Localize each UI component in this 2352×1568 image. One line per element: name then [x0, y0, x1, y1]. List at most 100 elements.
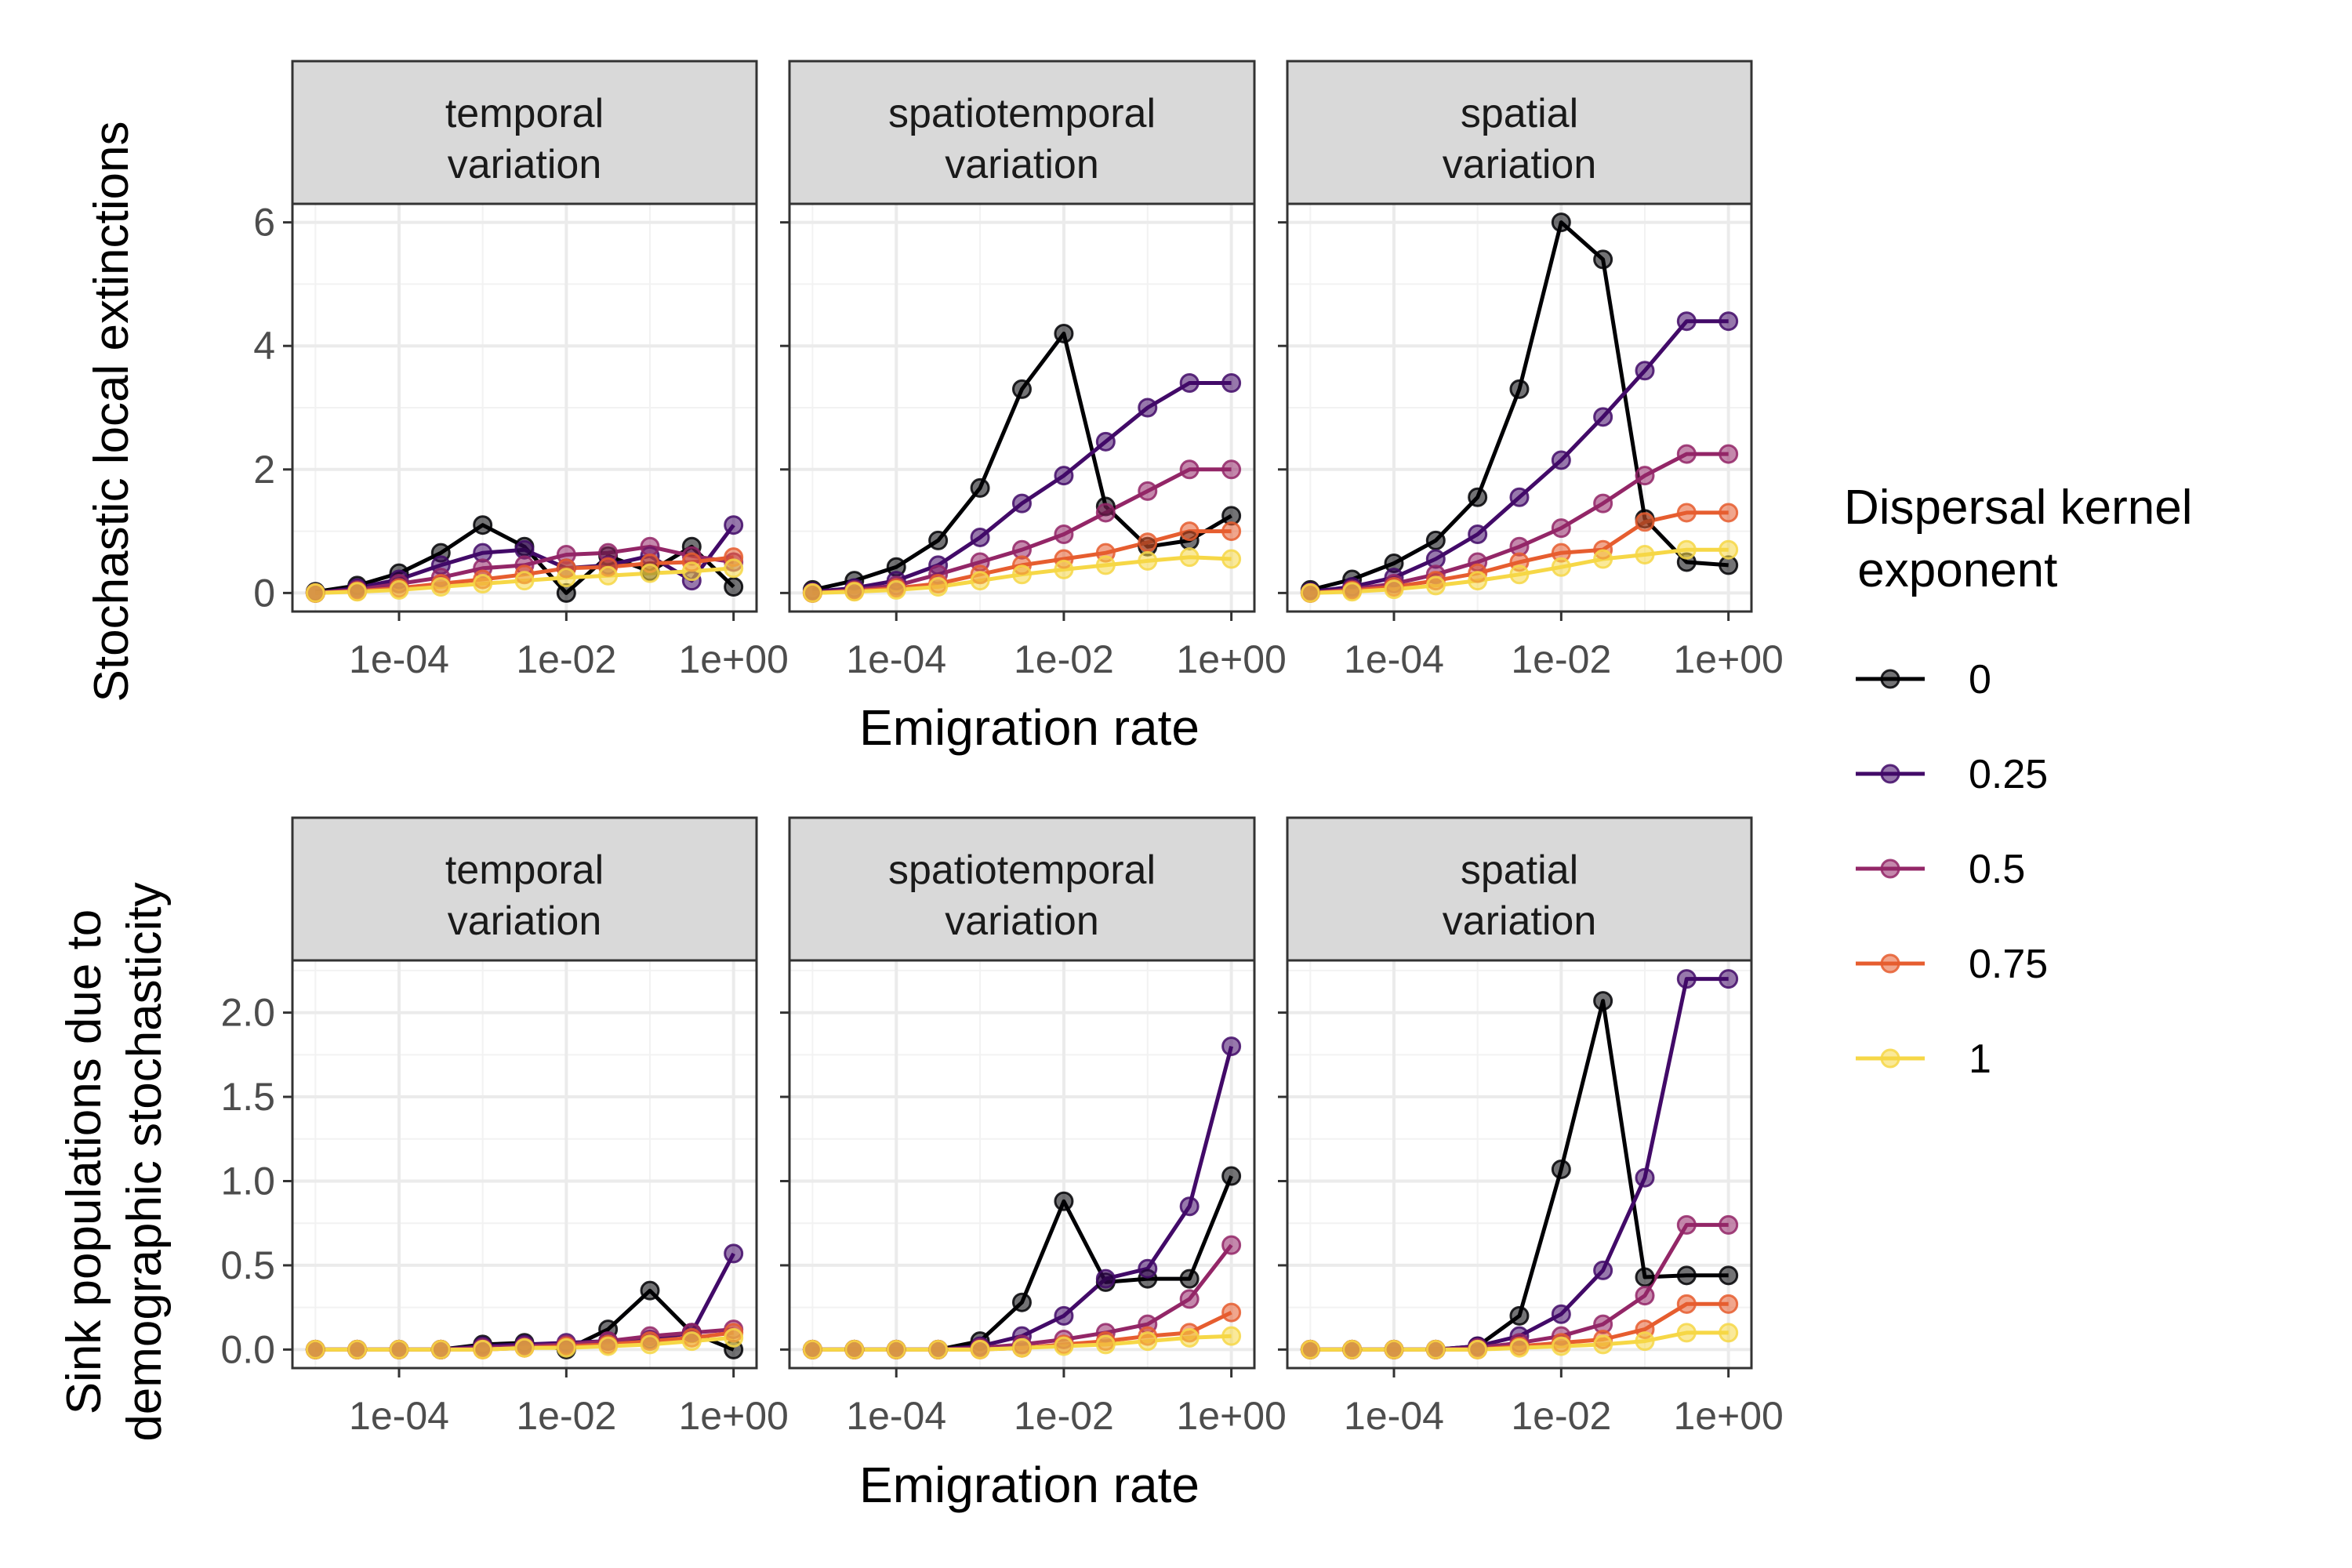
y-tick-label: 4 — [253, 324, 275, 368]
data-point — [1054, 466, 1074, 486]
data-point — [1221, 549, 1242, 569]
data-point — [1342, 582, 1363, 602]
data-point — [1593, 549, 1613, 569]
facet-strip-label-line1: spatial — [1461, 91, 1578, 136]
data-point — [1179, 547, 1200, 568]
data-point — [1551, 1304, 1571, 1324]
data-point — [1138, 397, 1158, 418]
data-point — [389, 1339, 409, 1359]
data-point — [514, 571, 535, 591]
data-point — [1179, 1269, 1200, 1289]
data-point — [1138, 550, 1158, 571]
data-point — [928, 530, 949, 550]
data-point — [1425, 1339, 1446, 1359]
data-point — [640, 536, 660, 557]
panel-background — [1287, 960, 1751, 1368]
y-tick-label: 2 — [253, 448, 275, 492]
x-tick-label: 1e+00 — [1176, 1394, 1286, 1438]
data-point — [1300, 583, 1320, 603]
panel-1-1: spatiotemporal variation 1e-04 1e-02 1e+00 — [780, 816, 1287, 1438]
data-point — [1054, 1191, 1074, 1211]
data-point — [389, 579, 409, 600]
data-point — [1676, 1294, 1697, 1314]
data-point — [1384, 1339, 1404, 1359]
data-point — [347, 1339, 368, 1359]
data-point — [1509, 564, 1530, 585]
data-point — [347, 582, 368, 602]
data-point — [305, 583, 325, 603]
data-point — [1138, 481, 1158, 501]
data-point — [1593, 249, 1613, 270]
data-point — [1179, 1289, 1200, 1309]
data-point — [1095, 431, 1116, 452]
data-point — [1676, 1265, 1697, 1286]
data-point — [1676, 503, 1697, 523]
data-point — [724, 1243, 744, 1264]
legend-label-0: 0 — [1969, 657, 1991, 702]
data-point — [1221, 1036, 1242, 1057]
data-point — [1300, 1339, 1320, 1359]
y-tick-label: 6 — [253, 201, 275, 245]
data-point — [844, 1339, 865, 1359]
data-point — [1635, 1331, 1655, 1352]
panel-background — [292, 960, 757, 1368]
facet-strip — [788, 816, 1256, 962]
data-point — [928, 576, 949, 597]
data-point — [1719, 969, 1739, 989]
data-point — [1551, 1336, 1571, 1356]
data-point — [1635, 545, 1655, 565]
legend-title-line1: Dispersal kernel — [1844, 481, 2193, 535]
x-tick-label: 1e-04 — [349, 637, 449, 681]
data-point — [1719, 1265, 1739, 1286]
data-point — [1221, 459, 1242, 480]
data-point — [1095, 1269, 1116, 1289]
data-point — [1719, 1294, 1739, 1314]
x-tick-label: 1e+00 — [678, 637, 788, 681]
facet-strip — [291, 816, 758, 962]
data-point — [1593, 991, 1613, 1011]
data-point — [305, 1339, 325, 1359]
data-point — [514, 1338, 535, 1358]
plot-panels: temporal variation 1e-04 1e-02 1e+00 0 2 4 6 spat… — [220, 60, 1784, 1438]
data-point — [1384, 579, 1404, 600]
x-tick-label: 1e+00 — [1176, 637, 1286, 681]
x-axis-title-top: Emigration rate — [859, 699, 1200, 756]
facet-strip-label-line1: temporal — [445, 91, 604, 136]
y-tick-label: 2.0 — [220, 991, 275, 1035]
legend-key-point-0.25 — [1880, 764, 1900, 784]
data-point — [1221, 372, 1242, 393]
legend-label-1: 1 — [1969, 1036, 1991, 1082]
data-point — [1676, 1323, 1697, 1343]
facet-strip-label-line1: temporal — [445, 848, 604, 893]
x-tick-label: 1e+00 — [1673, 637, 1783, 681]
data-point — [1095, 555, 1116, 575]
legend-key-point-0.5 — [1880, 858, 1900, 879]
legend-label-0.25: 0.25 — [1969, 752, 2048, 797]
legend-label-0.75: 0.75 — [1969, 942, 2048, 987]
x-tick-label: 1e+00 — [678, 1394, 788, 1438]
legend-key-point-1 — [1880, 1048, 1900, 1069]
data-point — [1719, 503, 1739, 523]
data-point — [1635, 361, 1655, 381]
data-point — [1138, 1331, 1158, 1352]
data-point — [681, 1331, 702, 1352]
data-point — [430, 576, 451, 597]
data-point — [1719, 311, 1739, 332]
legend-key-point-0 — [1880, 669, 1900, 689]
data-point — [1468, 487, 1488, 507]
x-tick-label: 1e-02 — [1014, 1394, 1114, 1438]
data-point — [1551, 450, 1571, 470]
data-point — [970, 571, 990, 591]
data-point — [1095, 503, 1116, 523]
data-point — [1179, 521, 1200, 542]
data-point — [1635, 1267, 1655, 1287]
data-point — [1011, 1338, 1032, 1358]
facet-strip — [1286, 816, 1753, 962]
data-point — [1179, 459, 1200, 480]
data-point — [1719, 539, 1739, 560]
data-point — [1221, 521, 1242, 542]
x-tick-label: 1e-04 — [846, 1394, 946, 1438]
data-point — [1054, 524, 1074, 545]
data-point — [681, 561, 702, 582]
data-point — [1054, 559, 1074, 579]
